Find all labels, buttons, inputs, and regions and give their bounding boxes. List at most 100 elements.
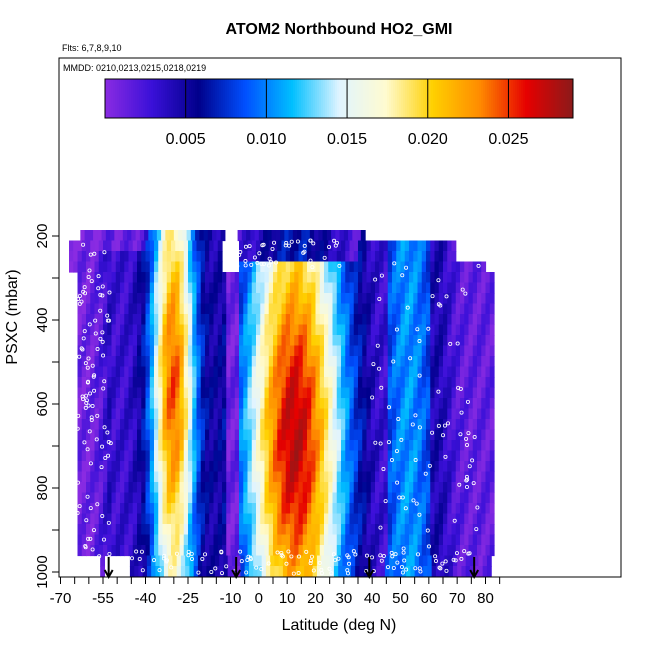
heatmap-cell: [438, 545, 444, 557]
heatmap-cell: [476, 545, 482, 557]
heatmap-cell: [234, 398, 240, 410]
heatmap-cell: [260, 440, 266, 452]
heatmap-cell: [489, 461, 495, 473]
heatmap-cell: [102, 240, 108, 252]
heatmap-cell: [489, 345, 495, 357]
heatmap-cell: [349, 303, 355, 315]
heatmap-cell: [102, 261, 108, 273]
heatmap-cell: [425, 492, 431, 504]
heatmap-cell: [289, 345, 295, 357]
heatmap-cell: [217, 356, 223, 368]
heatmap-cell: [247, 461, 253, 473]
colorbar-segment: [181, 79, 184, 118]
heatmap-cell: [384, 555, 390, 567]
heatmap-cell: [221, 293, 227, 305]
heatmap-cell: [362, 450, 368, 462]
observation-points: [75, 238, 481, 576]
heatmap-cell: [408, 261, 414, 273]
heatmap-cell: [417, 314, 423, 326]
x-axis: -70 -55 -40 -25 -10 0 10 20 30 40 50 60 70 80: [50, 576, 501, 607]
heatmap-cell: [209, 524, 215, 536]
heatmap-cell: [349, 356, 355, 368]
heatmap-cell: [430, 482, 436, 494]
heatmap-cell: [119, 503, 125, 515]
heatmap-cell: [272, 534, 278, 546]
heatmap-cell: [268, 261, 274, 273]
observation-point: [378, 553, 383, 558]
heatmap-cell: [234, 324, 240, 336]
heatmap-cell: [102, 366, 108, 378]
heatmap-cell: [234, 471, 240, 483]
observation-point: [410, 422, 415, 427]
heatmap-cell: [489, 408, 495, 420]
heatmap-cell: [468, 471, 474, 483]
heatmap-cell: [162, 335, 168, 347]
heatmap-cell: [107, 513, 113, 525]
heatmap-cell: [217, 335, 223, 347]
heatmap-cell: [294, 503, 300, 515]
heatmap-cell: [478, 566, 484, 578]
colorbar-segment: [117, 79, 120, 118]
heatmap-cell: [315, 240, 321, 252]
colorbar-segment: [569, 79, 572, 118]
observation-point: [417, 339, 422, 344]
heatmap-cell: [77, 492, 83, 504]
heatmap-cell: [277, 261, 283, 273]
heatmap-cell: [107, 335, 113, 347]
colorbar-segment: [207, 79, 210, 118]
heatmap-cell: [98, 240, 104, 252]
heatmap-cell: [417, 461, 423, 473]
heatmap-cell: [481, 461, 487, 473]
observation-point: [289, 239, 294, 244]
heatmap-cell: [136, 345, 142, 357]
heatmap-cell: [302, 408, 308, 420]
heatmap-cell: [170, 356, 176, 368]
heatmap-cell: [98, 450, 104, 462]
heatmap-cell: [298, 398, 304, 410]
heatmap-cell: [421, 513, 427, 525]
heatmap-cell: [323, 293, 329, 305]
heatmap-cell: [319, 482, 325, 494]
heatmap-cell: [476, 398, 482, 410]
observation-point: [81, 397, 86, 402]
heatmap-cell: [192, 419, 198, 431]
heatmap-cell: [179, 398, 185, 410]
heatmap-cell: [247, 251, 253, 263]
heatmap-cell: [192, 240, 198, 252]
heatmap-cell: [179, 450, 185, 462]
heatmap-cell: [251, 261, 257, 273]
heatmap-cell: [294, 545, 300, 557]
heatmap-cell: [119, 324, 125, 336]
heatmap-cell: [349, 345, 355, 357]
heatmap-cell: [442, 440, 448, 452]
heatmap-cell: [247, 345, 253, 357]
heatmap-cell: [391, 356, 397, 368]
heatmap-cell: [353, 450, 359, 462]
heatmap-cell: [425, 503, 431, 515]
heatmap-cell: [217, 524, 223, 536]
heatmap-cell: [387, 492, 393, 504]
heatmap-cell: [98, 534, 104, 546]
observation-point: [98, 292, 103, 297]
colorbar-segment: [493, 79, 496, 118]
colorbar-segment: [397, 79, 400, 118]
colorbar-segment: [489, 79, 492, 118]
heatmap-cell: [408, 513, 414, 525]
heatmap-cell: [85, 482, 91, 494]
heatmap-cell: [447, 261, 453, 273]
heatmap-cell: [251, 545, 257, 557]
heatmap-cell: [306, 440, 312, 452]
heatmap-cell: [345, 303, 351, 315]
heatmap-cell: [243, 440, 249, 452]
heatmap-cell: [170, 398, 176, 410]
heatmap-cell: [440, 566, 446, 578]
heatmap-cell: [183, 261, 189, 273]
heatmap-cell: [124, 251, 130, 263]
heatmap-cell: [285, 513, 291, 525]
heatmap-cell: [374, 482, 380, 494]
heatmap-cell: [321, 555, 327, 567]
heatmap-cell: [158, 398, 164, 410]
heatmap-cell: [221, 534, 227, 546]
heatmap-cell: [243, 429, 249, 441]
